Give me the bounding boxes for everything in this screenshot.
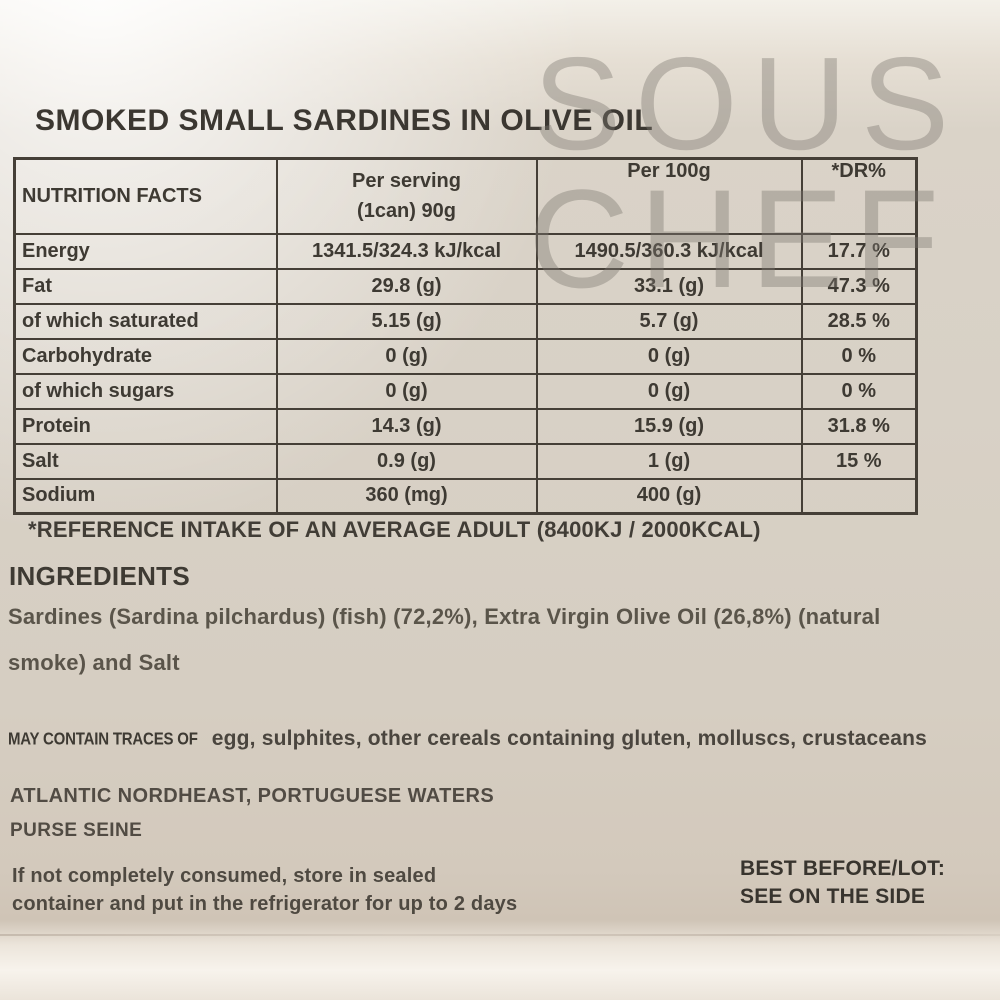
ingredients-text: Sardines (Sardina pilchardus) (fish) (72… xyxy=(8,604,881,675)
col-header-per-serving: Per serving (1can) 90g xyxy=(275,157,538,235)
per-serving-line1: Per serving xyxy=(352,170,461,193)
cell-nutrient: Carbohydrate xyxy=(13,337,278,375)
cell-nutrient: Fat xyxy=(13,267,278,305)
nutrition-facts-table: NUTRITION FACTS Per serving (1can) 90g P… xyxy=(13,157,918,515)
cell-per-100g: 400 (g) xyxy=(535,477,803,515)
cell-nutrient: Protein xyxy=(13,407,278,445)
table-row: of which sugars 0 (g) 0 (g) 0 % xyxy=(13,372,918,410)
catch-area-text: ATLANTIC NORDHEAST, PORTUGUESE WATERS xyxy=(10,785,495,807)
cell-per-serving: 0 (g) xyxy=(275,337,538,375)
cell-per-serving: 0.9 (g) xyxy=(275,442,538,480)
cell-per-100g: 0 (g) xyxy=(535,337,803,375)
ingredients-heading: INGREDIENTS xyxy=(9,561,190,591)
table-row: Salt 0.9 (g) 1 (g) 15 % xyxy=(13,442,918,480)
cell-dr: 47.3 % xyxy=(800,267,918,305)
cell-nutrient: of which sugars xyxy=(13,372,278,410)
table-row: Energy 1341.5/324.3 kJ/kcal 1490.5/360.3 k… xyxy=(13,232,918,270)
storage-instructions: If not completely consumed, store in sea… xyxy=(12,865,518,915)
reference-intake-note: *REFERENCE INTAKE OF AN AVERAGE ADULT (8… xyxy=(28,517,761,542)
col-header-per-100g: Per 100g xyxy=(535,157,803,235)
table-row: of which saturated 5.15 (g) 5.7 (g) 28.5 % xyxy=(13,302,918,340)
cell-per-100g: 15.9 (g) xyxy=(535,407,803,445)
allergen-statement: MAY CONTAIN TRACES OF egg, sulphites, ot… xyxy=(8,727,998,751)
cell-per-serving: 29.8 (g) xyxy=(275,267,538,305)
cell-dr: 17.7 % xyxy=(800,232,918,270)
cell-nutrient: Energy xyxy=(13,232,278,270)
cell-per-serving: 5.15 (g) xyxy=(275,302,538,340)
table-row: Carbohydrate 0 (g) 0 (g) 0 % xyxy=(13,337,918,375)
may-contain-label: MAY CONTAIN TRACES OF xyxy=(8,729,198,749)
cell-dr: 31.8 % xyxy=(800,407,918,445)
label-edge-line xyxy=(0,934,1000,936)
cell-per-serving: 360 (mg) xyxy=(275,477,538,515)
table-row: Sodium 360 (mg) 400 (g) xyxy=(13,477,918,515)
cell-dr: 0 % xyxy=(800,372,918,410)
cell-per-serving: 1341.5/324.3 kJ/kcal xyxy=(275,232,538,270)
cell-per-100g: 0 (g) xyxy=(535,372,803,410)
cell-per-100g: 33.1 (g) xyxy=(535,267,803,305)
cell-per-serving: 0 (g) xyxy=(275,372,538,410)
cell-nutrient: of which saturated xyxy=(13,302,278,340)
cell-dr xyxy=(800,477,918,515)
per-serving-line2: (1can) 90g xyxy=(357,200,456,223)
table-row: Fat 29.8 (g) 33.1 (g) 47.3 % xyxy=(13,267,918,305)
col-header-nutrition-facts: NUTRITION FACTS xyxy=(13,157,278,235)
cell-per-100g: 5.7 (g) xyxy=(535,302,803,340)
best-before-lot: BEST BEFORE/LOT: SEE ON THE SIDE xyxy=(740,857,946,908)
cell-dr: 15 % xyxy=(800,442,918,480)
table-row: Protein 14.3 (g) 15.9 (g) 31.8 % xyxy=(13,407,918,445)
table-header-row: NUTRITION FACTS Per serving (1can) 90g P… xyxy=(13,157,918,235)
fishing-method-text: PURSE SEINE xyxy=(10,820,143,841)
allergen-list: egg, sulphites, other cereals containing… xyxy=(211,727,928,750)
cell-per-100g: 1490.5/360.3 kJ/kcal xyxy=(535,232,803,270)
col-header-dr-percent: *DR% xyxy=(800,157,918,235)
cell-nutrient: Sodium xyxy=(13,477,278,515)
cell-dr: 0 % xyxy=(800,337,918,375)
cell-dr: 28.5 % xyxy=(800,302,918,340)
cell-per-serving: 14.3 (g) xyxy=(275,407,538,445)
cell-per-100g: 1 (g) xyxy=(535,442,803,480)
product-title: SMOKED SMALL SARDINES IN OLIVE OIL xyxy=(35,104,654,137)
cell-nutrient: Salt xyxy=(13,442,278,480)
